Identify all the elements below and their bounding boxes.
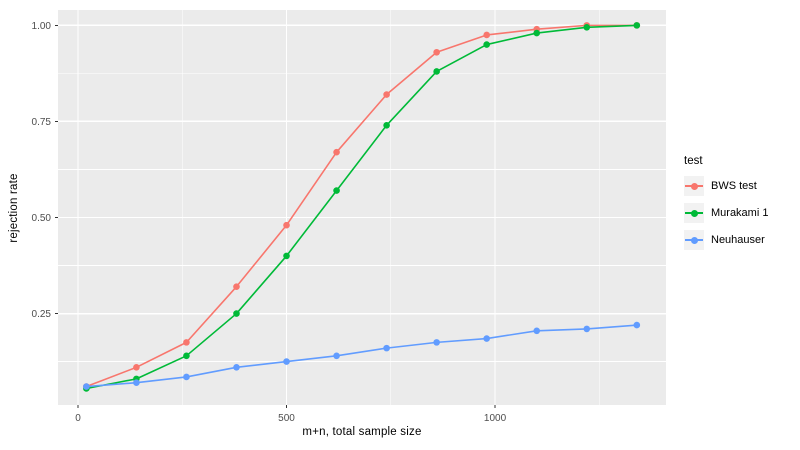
data-point xyxy=(433,68,440,75)
series-murakami-1 xyxy=(83,22,641,392)
data-point xyxy=(483,335,490,342)
data-point xyxy=(133,364,140,371)
y-tick-label: 0.75 xyxy=(32,117,52,128)
data-point xyxy=(483,41,490,48)
legend-dot-icon xyxy=(690,236,698,244)
data-point xyxy=(383,121,390,129)
data-point xyxy=(633,321,641,329)
series-line xyxy=(85,24,638,390)
legend-item-bws-test: BWS test xyxy=(684,176,768,196)
data-point xyxy=(283,221,290,229)
data-point xyxy=(483,31,490,39)
x-axis-title: m+n, total sample size xyxy=(302,426,422,438)
legend-title: test xyxy=(684,155,703,167)
y-tick-label: 1.00 xyxy=(32,21,52,32)
data-point xyxy=(533,29,541,37)
data-point xyxy=(533,327,541,335)
legend-label: Murakami 1 xyxy=(711,207,769,219)
x-tick-label: 500 xyxy=(278,413,295,424)
series-line xyxy=(85,324,638,388)
legend-label: BWS test xyxy=(711,180,757,192)
y-tick-label: 0.50 xyxy=(32,213,52,224)
data-point xyxy=(333,352,340,360)
data-point xyxy=(233,283,240,290)
data-point xyxy=(233,310,240,317)
data-point xyxy=(283,252,290,260)
y-tick-label: 0.25 xyxy=(32,309,52,320)
data-point xyxy=(433,339,440,346)
data-point xyxy=(133,379,140,387)
data-point xyxy=(633,22,641,29)
axis-tick-marks xyxy=(55,24,496,408)
x-tick-label: 0 xyxy=(75,413,81,424)
gridlines xyxy=(58,10,666,405)
legend-key-swatch xyxy=(684,203,704,223)
series-line xyxy=(85,24,638,388)
data-point xyxy=(83,383,90,390)
data-point xyxy=(433,48,440,56)
legend-label: Neuhauser xyxy=(711,234,765,246)
data-point xyxy=(183,373,190,381)
data-point xyxy=(183,352,190,360)
data-point xyxy=(233,364,240,371)
data-point xyxy=(283,358,290,365)
data-point xyxy=(333,148,340,156)
data-point xyxy=(183,339,190,346)
panel-background xyxy=(58,10,666,405)
legend-dot-icon xyxy=(690,182,698,190)
axis-tick-labels: 0 500 1000 0.25 0.50 0.75 1.00 xyxy=(32,21,507,424)
y-axis-title: rejection rate xyxy=(8,173,20,243)
data-point xyxy=(383,91,390,98)
legend-item-neuhauser: Neuhauser xyxy=(684,230,768,250)
data-point xyxy=(583,325,591,333)
data-point xyxy=(333,187,340,194)
data-point xyxy=(383,344,390,352)
legend: test BWS test Murakami 1 Neuhauser xyxy=(684,155,768,257)
x-tick-label: 1000 xyxy=(484,413,507,424)
data-point xyxy=(583,23,591,31)
legend-key-swatch xyxy=(684,176,704,196)
legend-item-murakami-1: Murakami 1 xyxy=(684,203,768,223)
legend-key-swatch xyxy=(684,230,704,250)
legend-dot-icon xyxy=(690,209,698,217)
series-neuhauser xyxy=(83,321,641,390)
